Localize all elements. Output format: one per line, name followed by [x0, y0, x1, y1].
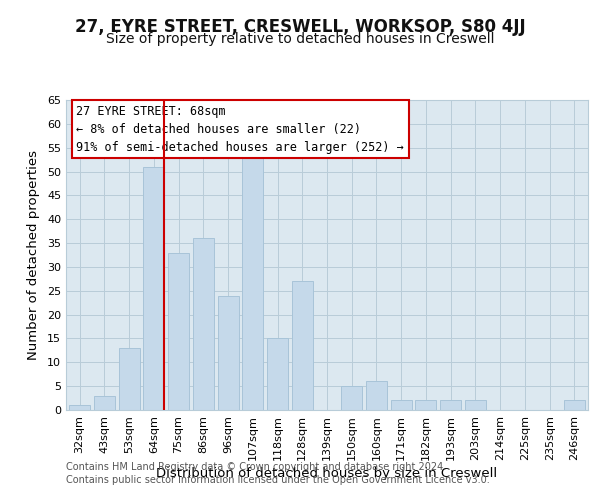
Text: 27 EYRE STREET: 68sqm
← 8% of detached houses are smaller (22)
91% of semi-detac: 27 EYRE STREET: 68sqm ← 8% of detached h… — [76, 104, 404, 154]
X-axis label: Distribution of detached houses by size in Creswell: Distribution of detached houses by size … — [157, 467, 497, 480]
Y-axis label: Number of detached properties: Number of detached properties — [27, 150, 40, 360]
Bar — [465, 400, 486, 410]
Bar — [119, 348, 140, 410]
Text: Size of property relative to detached houses in Creswell: Size of property relative to detached ho… — [106, 32, 494, 46]
Bar — [415, 400, 436, 410]
Bar — [341, 386, 362, 410]
Bar — [267, 338, 288, 410]
Bar — [218, 296, 239, 410]
Bar — [440, 400, 461, 410]
Bar — [193, 238, 214, 410]
Bar — [391, 400, 412, 410]
Bar — [242, 152, 263, 410]
Text: Contains HM Land Registry data © Crown copyright and database right 2024.: Contains HM Land Registry data © Crown c… — [66, 462, 446, 472]
Bar — [292, 281, 313, 410]
Text: Contains public sector information licensed under the Open Government Licence v3: Contains public sector information licen… — [66, 475, 490, 485]
Bar — [366, 382, 387, 410]
Bar — [143, 167, 164, 410]
Bar — [168, 252, 189, 410]
Bar — [564, 400, 585, 410]
Text: 27, EYRE STREET, CRESWELL, WORKSOP, S80 4JJ: 27, EYRE STREET, CRESWELL, WORKSOP, S80 … — [74, 18, 526, 36]
Bar — [69, 405, 90, 410]
Bar — [94, 396, 115, 410]
